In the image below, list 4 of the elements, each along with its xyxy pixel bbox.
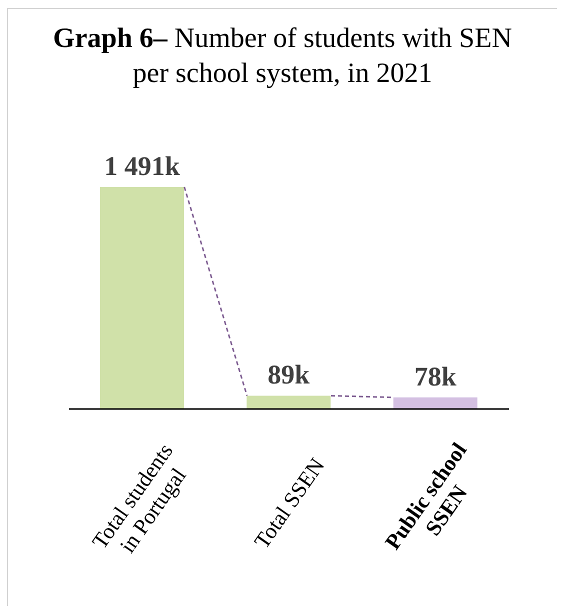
data-label: 89k <box>268 360 310 390</box>
data-label: 78k <box>414 361 456 392</box>
data-label: 1 491k <box>104 151 180 181</box>
chart-title: Graph 6– Number of students with SEN per school system, in 2021 <box>52 22 513 91</box>
